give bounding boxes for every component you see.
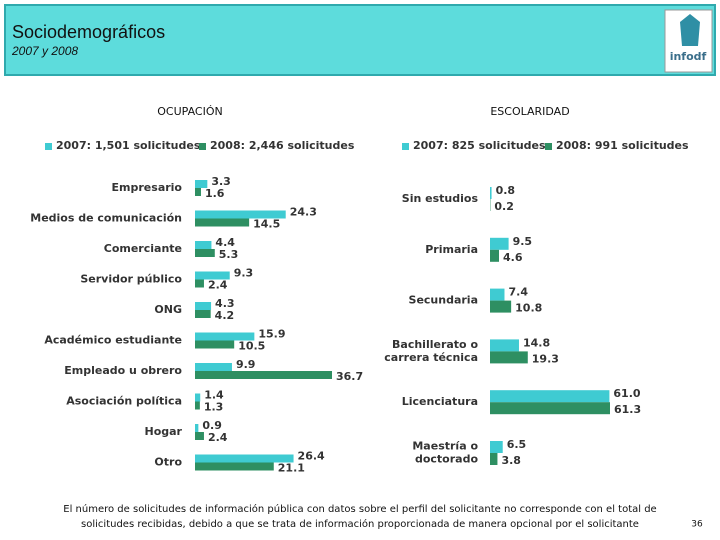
category-label: Asociación política xyxy=(66,395,182,408)
legend-label: 2008: 991 solicitudes xyxy=(556,139,689,152)
value-label: 21.1 xyxy=(278,462,305,475)
category-label: Empresario xyxy=(112,181,183,194)
value-label: 6.5 xyxy=(507,438,527,451)
value-label: 5.3 xyxy=(219,248,239,261)
bar xyxy=(490,402,610,415)
value-label: 19.3 xyxy=(532,352,559,365)
bar xyxy=(195,462,274,471)
header-banner xyxy=(4,4,716,76)
bar xyxy=(490,300,512,313)
legend-swatch xyxy=(45,143,52,150)
bar xyxy=(195,302,212,310)
value-label: 3.3 xyxy=(211,175,231,188)
value-label: 10.8 xyxy=(515,302,542,315)
bar xyxy=(490,288,505,301)
value-label: 4.2 xyxy=(215,309,235,322)
value-label: 9.5 xyxy=(513,235,533,248)
bar xyxy=(195,393,201,402)
bar xyxy=(490,441,503,453)
value-label: 2.4 xyxy=(208,431,228,444)
value-label: 4.4 xyxy=(215,236,235,249)
logo-icon xyxy=(680,14,700,46)
value-label: 4.6 xyxy=(503,251,523,264)
value-label: 0.2 xyxy=(494,200,513,213)
value-label: 24.3 xyxy=(290,206,317,219)
bar xyxy=(195,210,286,219)
category-label: Bachillerato o carrera técnica xyxy=(384,338,478,364)
bar xyxy=(195,279,204,288)
bar xyxy=(195,310,211,318)
category-label: Maestría o doctorado xyxy=(412,439,478,465)
bar xyxy=(490,351,528,364)
legend-swatch xyxy=(199,143,206,150)
slide-title: Sociodemográficos xyxy=(12,22,165,42)
bar xyxy=(195,371,332,379)
bar xyxy=(195,363,232,371)
bar xyxy=(490,187,492,199)
category-label: Licenciatura xyxy=(402,395,478,408)
category-label: ONG xyxy=(154,303,182,316)
value-label: 26.4 xyxy=(298,450,325,463)
value-label: 9.3 xyxy=(234,267,254,280)
bar xyxy=(490,249,500,262)
category-label: Servidor público xyxy=(80,273,182,286)
bar xyxy=(195,340,235,349)
value-label: 9.9 xyxy=(236,358,256,371)
bar xyxy=(195,424,199,432)
bar xyxy=(195,249,215,257)
category-label: Medios de comunicación xyxy=(30,212,182,225)
bar xyxy=(195,271,230,280)
chart-title: OCUPACIÓN xyxy=(157,105,222,118)
legend-label: 2007: 825 solicitudes xyxy=(413,139,546,152)
value-label: 1.6 xyxy=(205,187,225,200)
bar xyxy=(195,241,212,249)
bar xyxy=(195,401,200,410)
bar xyxy=(490,339,519,352)
value-label: 14.5 xyxy=(253,218,280,231)
bar xyxy=(490,453,498,465)
value-label: 0.9 xyxy=(202,419,222,432)
legend-swatch xyxy=(402,143,409,150)
category-label: Empleado u obrero xyxy=(64,364,182,377)
bar xyxy=(490,390,610,403)
value-label: 0.8 xyxy=(496,184,515,197)
category-label: Primaria xyxy=(425,243,478,256)
bar xyxy=(195,188,201,196)
bar xyxy=(490,237,509,250)
legend-label: 2008: 2,446 solicitudes xyxy=(210,139,355,152)
value-label: 61.0 xyxy=(613,387,640,400)
slide-subtitle: 2007 y 2008 xyxy=(11,44,78,58)
value-label: 1.3 xyxy=(204,401,224,414)
legend-swatch xyxy=(545,143,552,150)
bar xyxy=(195,332,255,341)
category-label: Comerciante xyxy=(104,242,182,255)
logo-text: infodf xyxy=(670,50,707,63)
category-label: Hogar xyxy=(145,425,183,438)
category-label: Secundaria xyxy=(409,294,478,307)
bar xyxy=(195,218,250,227)
legend-label: 2007: 1,501 solicitudes xyxy=(56,139,201,152)
value-label: 15.9 xyxy=(258,328,285,341)
bar xyxy=(195,454,294,463)
bar xyxy=(195,180,208,188)
category-label: Académico estudiante xyxy=(44,334,182,347)
category-label: Otro xyxy=(154,456,182,469)
bar xyxy=(195,432,204,440)
value-label: 7.4 xyxy=(508,286,528,299)
value-label: 3.8 xyxy=(501,454,521,467)
category-label: Sin estudios xyxy=(402,192,479,205)
value-label: 14.8 xyxy=(523,336,550,349)
page-number: 36 xyxy=(691,520,703,530)
value-label: 2.4 xyxy=(208,279,228,292)
value-label: 1.4 xyxy=(204,389,224,402)
footnote: El número de solicitudes de información … xyxy=(63,504,657,530)
value-label: 10.5 xyxy=(238,340,265,353)
value-label: 4.3 xyxy=(215,297,235,310)
value-label: 61.3 xyxy=(614,403,641,416)
chart-title: ESCOLARIDAD xyxy=(490,105,569,118)
value-label: 36.7 xyxy=(336,370,363,383)
